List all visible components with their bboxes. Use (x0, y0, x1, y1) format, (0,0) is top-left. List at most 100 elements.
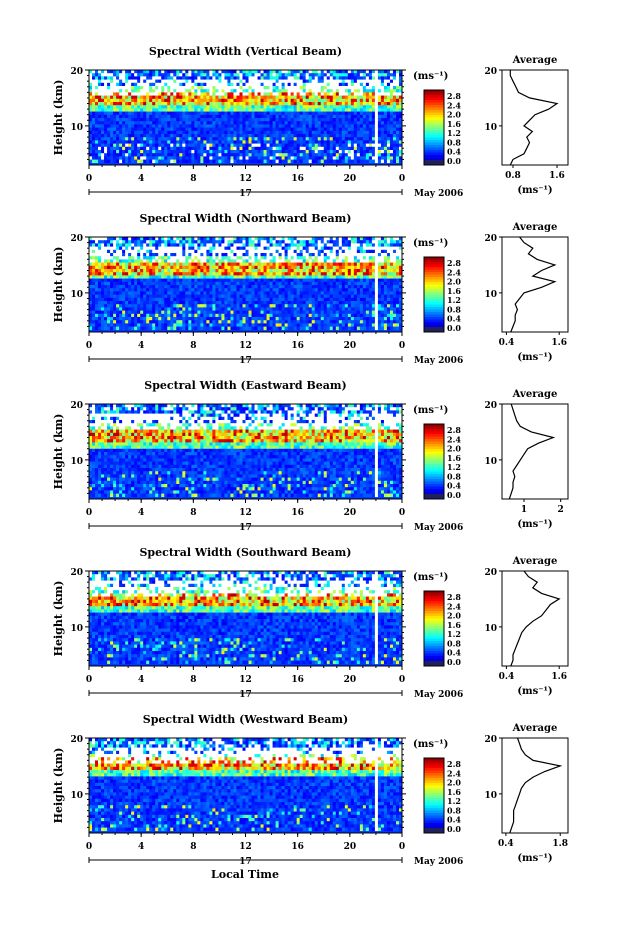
heatmap-cell (233, 285, 237, 289)
heatmap-cell (89, 265, 93, 270)
heatmap-cell (389, 130, 394, 135)
heatmap-cell (287, 256, 291, 260)
heatmap-cell (335, 124, 340, 128)
heatmap-cell (329, 246, 334, 251)
heatmap-cell (110, 82, 114, 87)
heatmap-cell (203, 137, 207, 141)
heatmap-cell (287, 150, 291, 154)
heatmap-cell (287, 240, 291, 244)
heatmap-cell (398, 159, 403, 164)
heatmap-cell (392, 253, 397, 257)
heatmap-cell (374, 156, 379, 160)
heatmap-cell (368, 240, 373, 244)
heatmap-cell (392, 259, 397, 263)
heatmap-cell (338, 156, 343, 160)
heatmap-cell (110, 111, 114, 116)
heatmap-cell (254, 127, 258, 132)
heatmap-cell (110, 127, 114, 132)
heatmap-cell (245, 137, 249, 141)
heatmap-cell (314, 153, 319, 157)
heatmap-cell (248, 240, 252, 244)
heatmap-cell (323, 108, 328, 112)
heatmap-cell (371, 240, 376, 244)
heatmap-cell (281, 249, 285, 254)
heatmap-cell (392, 121, 397, 125)
heatmap-cell (395, 95, 400, 100)
heatmap-cell (257, 243, 261, 247)
heatmap-cell (365, 140, 370, 144)
heatmap-cell (254, 73, 258, 77)
heatmap-cell (263, 281, 267, 286)
heatmap-cell (311, 285, 316, 289)
heatmap-cell (386, 98, 391, 103)
heatmap-cell (350, 134, 355, 138)
heatmap-cell (260, 253, 264, 257)
heatmap-cell (158, 130, 162, 135)
heatmap-cell (143, 256, 147, 260)
heatmap-cell (389, 111, 394, 116)
heatmap-cell (101, 272, 105, 276)
heatmap-cell (269, 127, 273, 132)
heatmap-cell (110, 153, 114, 157)
heatmap-cell (239, 272, 243, 276)
heatmap-cell (353, 265, 358, 270)
heatmap-cell (326, 269, 331, 273)
heatmap-cell (299, 143, 304, 148)
heatmap-cell (314, 246, 319, 251)
heatmap-cell (332, 150, 337, 154)
heatmap-cell (281, 256, 285, 260)
heatmap-cell (188, 240, 192, 244)
heatmap-cell (95, 79, 99, 84)
heatmap-cell (185, 70, 189, 74)
heatmap-cell (140, 143, 144, 148)
heatmap-cell (305, 79, 310, 84)
heatmap-cell (278, 272, 282, 276)
heatmap-cell (125, 240, 129, 244)
heatmap-cell (374, 265, 379, 270)
heatmap-cell (221, 150, 225, 154)
heatmap-cell (341, 146, 346, 151)
heatmap-cell (185, 98, 189, 103)
heatmap-cell (137, 156, 141, 160)
heatmap-cell (245, 285, 249, 289)
heatmap-cell (386, 73, 391, 77)
heatmap-cell (200, 246, 204, 251)
heatmap-cell (164, 146, 168, 151)
heatmap-cell (389, 82, 394, 87)
heatmap-cell (365, 95, 370, 100)
heatmap-cell (251, 275, 255, 279)
heatmap-cell (326, 111, 331, 116)
heatmap-cell (368, 121, 373, 125)
heatmap-cell (119, 272, 123, 276)
heatmap-cell (368, 130, 373, 135)
profile-x-label: (ms⁻¹) (517, 185, 552, 196)
heatmap-cell (383, 256, 388, 260)
heatmap-cell (92, 105, 96, 109)
heatmap-cell (380, 281, 385, 286)
heatmap-cell (182, 121, 186, 125)
heatmap-cell (239, 102, 243, 106)
heatmap-cell (392, 82, 397, 87)
heatmap-cell (317, 108, 322, 112)
heatmap-cell (92, 79, 96, 84)
heatmap-cell (215, 281, 219, 286)
heatmap-cell (95, 240, 99, 244)
heatmap-cell (152, 92, 156, 96)
heatmap-cell (359, 243, 364, 247)
heatmap-cell (227, 140, 231, 144)
heatmap-cell (203, 92, 207, 96)
heatmap-cell (365, 89, 370, 93)
colorbar-segment (424, 137, 444, 141)
heatmap-cell (200, 108, 204, 112)
heatmap-cell (230, 272, 234, 276)
heatmap-cell (128, 134, 132, 138)
heatmap-cell (149, 89, 153, 93)
heatmap-cell (203, 111, 207, 116)
heatmap-cell (245, 275, 249, 279)
heatmap-cell (311, 262, 316, 267)
heatmap-cell (374, 137, 379, 141)
heatmap-cell (125, 127, 129, 132)
heatmap-cell (395, 118, 400, 122)
heatmap-cell (185, 150, 189, 154)
heatmap-cell (377, 118, 382, 122)
